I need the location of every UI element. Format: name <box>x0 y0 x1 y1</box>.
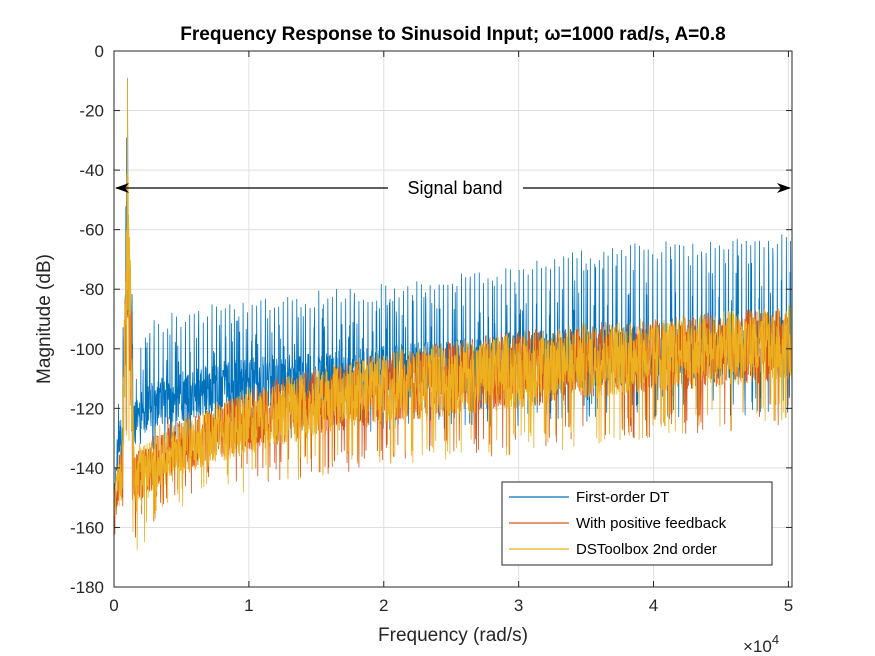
chart-title: Frequency Response to Sinusoid Input; ω=… <box>180 24 725 45</box>
x-tick-label: 3 <box>514 596 523 615</box>
y-tick-label: -20 <box>79 102 104 121</box>
ticks <box>113 50 792 588</box>
x-tick-label: 0 <box>109 596 118 615</box>
x-tick-label: 2 <box>379 596 388 615</box>
y-tick-label: -160 <box>70 518 104 537</box>
axes-box <box>113 50 793 588</box>
y-tick-label: -80 <box>79 280 104 299</box>
legend-label-3: DSToolbox 2nd order <box>576 541 717 558</box>
signal-band-annotation: Signal band <box>115 178 791 198</box>
series-layer <box>114 78 792 550</box>
y-tick-label: -120 <box>70 399 104 418</box>
tick-labels: 0 1 2 3 4 5 0 -20 -40 -60 -80 -100 -120 -140 -160 -180 <box>70 42 793 615</box>
x-tick-label: 4 <box>649 596 658 615</box>
legend: First-order DT With positive feedback DSTo… <box>501 481 773 566</box>
x-axis-label: Frequency (rad/s) <box>378 625 528 646</box>
y-tick-label: -100 <box>70 340 104 359</box>
x-exponent-label: ×104 <box>743 632 779 656</box>
y-axis-label: Magnitude (dB) <box>34 254 55 384</box>
y-tick-label: -180 <box>70 578 104 597</box>
x-tick-label: 5 <box>784 596 793 615</box>
y-tick-label: 0 <box>95 42 104 61</box>
x-tick-label: 1 <box>244 596 253 615</box>
y-tick-label: -60 <box>79 221 104 240</box>
y-tick-label: -40 <box>79 161 104 180</box>
y-tick-label: -140 <box>70 459 104 478</box>
legend-label-1: First-order DT <box>576 489 669 506</box>
legend-label-2: With positive feedback <box>576 515 727 532</box>
series-line-3 <box>114 78 792 550</box>
signal-band-label: Signal band <box>407 178 502 198</box>
